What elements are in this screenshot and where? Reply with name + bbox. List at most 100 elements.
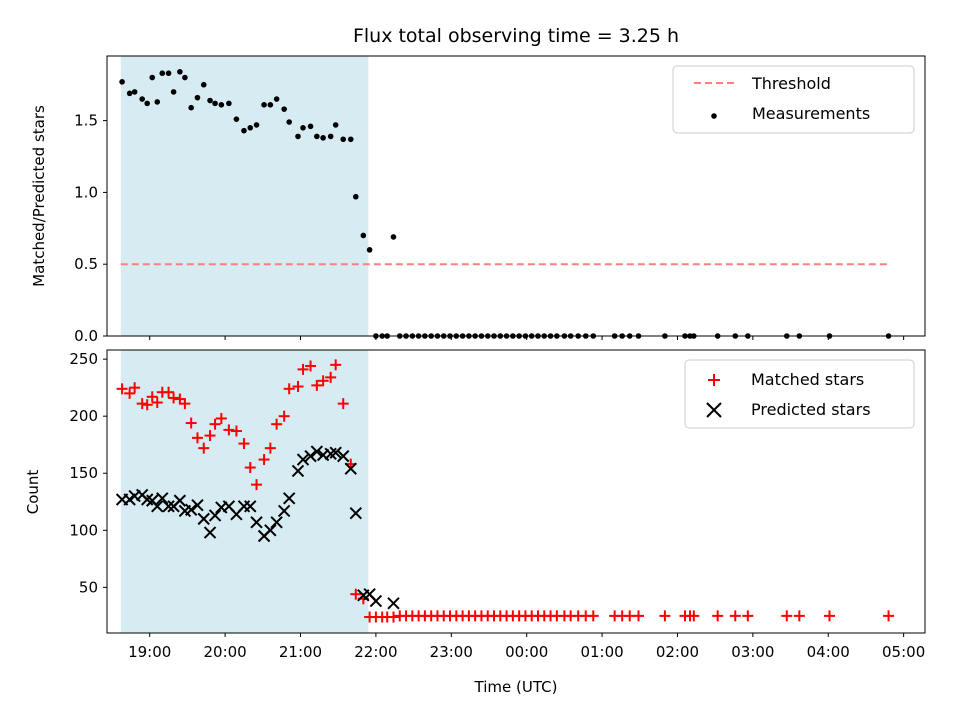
matched-star-point [883,610,895,622]
top-shaded-region [120,56,369,336]
bottom-legend-box [684,359,915,429]
x-tick-label: 23:00 [430,643,473,661]
measurement-point [273,96,280,102]
predicted-star-point [304,449,317,463]
predicted-star-point [349,506,362,520]
matched-star-point [337,398,349,410]
matched-star-point [793,610,805,622]
x-axis-label: Time (UTC) [474,678,558,696]
predicted-star-point [277,504,291,518]
x-tick-label: 20:00 [203,643,246,661]
predicted-star-point [250,516,263,529]
x-tick-label: 21:00 [279,643,322,661]
bottom-x-ticks: 19:00 20:00 21:00 22:00 23:00 00:00 01:00 02:00… [128,633,925,661]
predicted-star-point [310,445,324,458]
matched-star-point [168,392,180,404]
chart-title: Flux total observing time = 3.25 h [353,25,679,47]
predicted-star-point [197,512,210,526]
y-tick-label: 100 [69,521,98,539]
matched-star-point [264,442,276,454]
measurement-point [286,119,292,125]
matched-star-point [742,610,754,622]
matched-star-point [116,383,128,395]
top-plot-frame [106,55,926,337]
x-tick-label: 03:00 [731,643,774,661]
top-panel: 0.0 0.5 1.0 1.5 Matched/Predicted stars Thr… [30,55,926,345]
observing-window-shade [120,56,369,336]
predicted-star-point [387,597,400,610]
top-x-ticks [149,336,905,340]
top-y-axis-label: Matched/Predicted stars [30,105,48,287]
y-tick-label: 0.0 [74,327,98,345]
x-tick-label: 19:00 [128,643,171,661]
matched-star-point [191,432,203,444]
measurement-point [139,96,145,102]
predicted-star-point [173,494,187,507]
measurement-point [300,124,306,131]
y-tick-label: 250 [69,350,98,368]
measurement-point [177,68,183,75]
x-tick-label: 01:00 [580,643,623,661]
predicted-star-point [337,449,350,463]
matched-star-point [387,611,399,623]
predicted-star-point [329,446,342,459]
measurement-point [241,127,247,134]
measurement-point [366,247,373,253]
matched-star-point [330,359,342,371]
y-tick-label: 1.5 [74,112,98,130]
matched-star-point [292,381,304,393]
matched-stars-series [116,359,895,623]
x-tick-label: 04:00 [807,643,850,661]
matched-star-point [198,442,210,454]
measurement-point [131,89,138,95]
predicted-star-point [208,509,222,522]
bottom-y-ticks: 50 100 150 200 250 [69,350,107,596]
measurement-point [320,135,326,141]
predicted-star-point [369,594,383,608]
measurement-point [332,122,339,128]
measurement-point [340,136,347,143]
measurement-point [233,116,240,122]
measurement-point [218,102,225,108]
matched-star-point [129,382,141,394]
measurement-point [159,70,166,77]
measurement-point [194,94,201,101]
measurement-point [154,99,161,105]
matched-star-point [297,363,309,375]
x-tick-label: 22:00 [354,643,397,661]
predicted-star-point [296,453,310,466]
measurement-point [307,123,314,130]
measurement-point [126,90,133,97]
predicted-star-point [162,500,175,513]
matched-star-point [124,387,136,399]
matched-star-point [688,610,700,622]
measurement-point [281,106,287,112]
matched-star-point [238,438,250,450]
matched-star-point [305,360,317,372]
measurement-point [314,133,320,140]
measurement-point [267,102,274,108]
measurement-point [119,79,125,85]
y-tick-label: 200 [69,407,98,425]
measurement-point [247,124,254,131]
legend-label-threshold: Threshold [751,74,831,93]
matched-star-point [179,398,191,410]
measurement-point [390,234,397,240]
matched-star-point [633,610,645,622]
matched-star-point [209,418,221,430]
measurement-point [253,122,260,128]
predicted-stars-series [115,445,400,610]
y-tick-label: 50 [79,578,98,596]
measurement-point [261,102,267,108]
matched-star-point [223,424,235,436]
measurement-point [360,232,367,239]
matched-star-point [251,479,263,491]
measurement-point [212,100,218,107]
measurement-point [295,133,301,140]
bottom-y-axis-label: Count [24,470,42,515]
matched-star-point [712,610,724,622]
matched-star-point [587,610,599,622]
predicted-star-point [270,516,283,529]
matched-star-point [151,396,163,408]
